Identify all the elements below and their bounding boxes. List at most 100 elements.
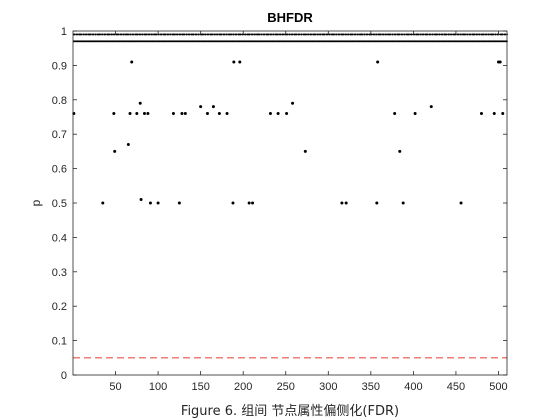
band-point <box>420 33 422 36</box>
band-point <box>132 33 135 36</box>
band-point <box>382 33 385 36</box>
data-point <box>139 198 143 202</box>
data-point <box>501 112 505 116</box>
band-point <box>192 33 195 36</box>
band-point <box>448 33 451 36</box>
band-point <box>347 33 350 36</box>
band-point <box>401 33 404 36</box>
band-point <box>148 33 151 36</box>
data-point <box>135 112 139 116</box>
data-point <box>401 201 405 205</box>
band-point <box>410 33 413 36</box>
data-point <box>199 105 203 109</box>
band-point <box>80 33 83 36</box>
band-point <box>83 33 85 36</box>
data-point <box>375 201 379 205</box>
band-point <box>333 33 336 36</box>
data-point <box>232 60 236 64</box>
y-axis-label: p <box>29 199 43 206</box>
band-point <box>151 33 154 36</box>
band-point <box>127 33 130 36</box>
y-tick-label: 0.3 <box>52 267 67 279</box>
band-point <box>214 33 217 36</box>
band-point <box>373 33 376 36</box>
band-point <box>99 33 102 36</box>
band-point <box>305 33 308 36</box>
band-point <box>403 33 406 36</box>
band-point <box>338 33 341 36</box>
band-point <box>174 33 177 36</box>
y-tick-label: 0.9 <box>52 60 67 72</box>
band-point <box>113 33 116 36</box>
band-point <box>441 33 444 36</box>
band-point <box>186 33 188 36</box>
band-point <box>167 33 170 36</box>
band-point <box>251 33 254 36</box>
band-point <box>95 33 97 36</box>
data-point <box>130 60 134 64</box>
data-point <box>429 105 433 109</box>
plot-area <box>73 31 507 375</box>
band-point <box>254 33 257 36</box>
x-tick-label: 500 <box>489 381 507 393</box>
band-point <box>216 33 219 36</box>
band-point <box>169 33 172 36</box>
x-tick-label: 450 <box>447 381 465 393</box>
band-point <box>160 33 163 36</box>
band-point <box>92 33 95 36</box>
data-point <box>492 112 496 116</box>
band-point <box>272 33 275 36</box>
data-point <box>146 112 150 116</box>
data-point <box>180 112 184 116</box>
band-point <box>408 33 411 36</box>
band-point <box>357 33 359 36</box>
band-point <box>261 33 263 36</box>
band-point <box>89 33 92 36</box>
band-point <box>501 33 504 36</box>
band-point <box>432 33 434 36</box>
band-point <box>136 33 139 36</box>
x-tick-label: 150 <box>191 381 209 393</box>
band-point <box>85 33 88 36</box>
band-point <box>146 33 148 36</box>
band-point <box>202 33 205 36</box>
y-tick-label: 0.1 <box>52 336 67 348</box>
data-point <box>205 112 209 116</box>
data-point <box>112 112 116 116</box>
band-point <box>289 33 291 36</box>
band-point <box>426 33 429 36</box>
band-point <box>370 33 373 36</box>
band-point <box>436 33 439 36</box>
band-point <box>221 33 223 36</box>
band-point <box>176 33 179 36</box>
y-tick-label: 0.2 <box>52 301 67 313</box>
band-point <box>211 33 214 36</box>
band-point <box>389 33 392 36</box>
band-point <box>230 33 233 36</box>
band-point <box>438 33 441 36</box>
band-point <box>385 33 388 36</box>
band-point <box>279 33 282 36</box>
band-point <box>101 33 104 36</box>
band-point <box>375 33 378 36</box>
band-point <box>301 33 303 36</box>
data-point <box>148 201 152 205</box>
y-tick-label: 0 <box>61 370 67 382</box>
band-point <box>504 33 507 36</box>
band-point <box>123 33 125 36</box>
band-point <box>195 33 198 36</box>
data-point <box>344 201 348 205</box>
band-point <box>417 33 420 36</box>
data-point <box>231 201 235 205</box>
band-point <box>198 33 200 36</box>
band-point <box>76 33 79 36</box>
data-point <box>285 112 289 116</box>
data-point <box>126 143 130 147</box>
band-point <box>345 33 348 36</box>
band-point <box>223 33 226 36</box>
band-point <box>282 33 285 36</box>
band-point <box>466 33 469 36</box>
band-point <box>457 33 460 36</box>
band-point <box>314 33 317 36</box>
